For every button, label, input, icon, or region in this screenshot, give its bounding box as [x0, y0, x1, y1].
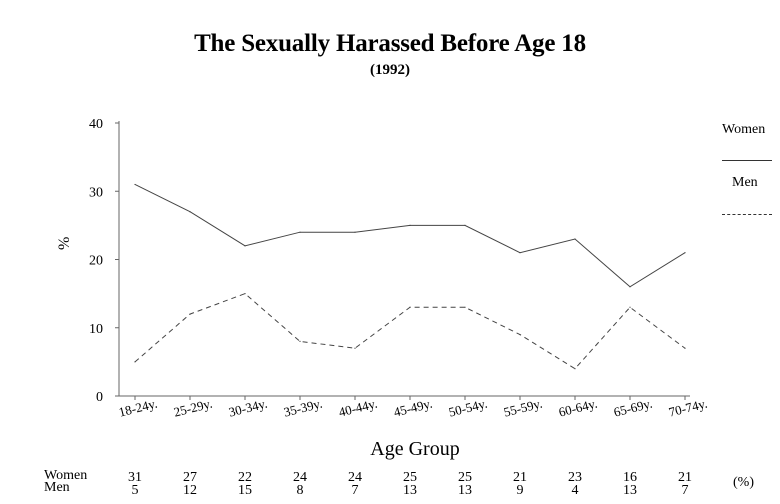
legend-women-label: Women: [722, 122, 766, 137]
x-tick-label: 35-39y.: [282, 396, 324, 420]
data-point-men: [409, 306, 411, 308]
data-point-men: [244, 293, 246, 295]
legend-men-label: Men: [732, 175, 758, 190]
x-tick-label: 40-44y.: [337, 396, 379, 420]
series-line-men: [134, 293, 686, 370]
x-tick-labels: 18-24y. 25-29y. 30-34y. 35-39y. 40-44y. 45-49…: [117, 396, 709, 420]
table-cell-women: 31: [128, 470, 142, 485]
data-point-women: [409, 224, 411, 226]
data-table: 31 27 22 24 24 25 25 21 23 16 21 5 12 15 8 7 13 13 9 4 13 7: [128, 470, 692, 498]
table-cell-women: 16: [623, 470, 637, 485]
x-tick-label: 60-64y.: [557, 396, 599, 420]
data-point-women: [134, 183, 136, 186]
data-point-men: [134, 361, 136, 363]
table-cell-women: 24: [293, 470, 307, 485]
x-tick-label: 55-59y.: [502, 396, 544, 420]
x-tick-label: 18-24y.: [117, 396, 159, 420]
data-point-men: [464, 306, 466, 308]
data-point-women: [244, 245, 246, 247]
data-point-women: [574, 238, 576, 240]
legend-women-line: [722, 160, 772, 161]
table-cell-men: 15: [238, 483, 252, 498]
data-point-women: [299, 231, 301, 233]
table-cell-women: 22: [238, 470, 252, 485]
table-cell-men: 5: [132, 483, 139, 498]
chart-axes: 0 10 20 30 40: [89, 117, 690, 405]
table-row-label-men: Men: [44, 480, 70, 495]
table-cell-men: 12: [183, 483, 197, 498]
x-tick-label: 25-29y.: [172, 396, 214, 420]
data-point-women: [629, 286, 631, 288]
x-tick-label: 50-54y.: [447, 396, 489, 420]
data-point-women: [354, 231, 356, 233]
data-point-men: [299, 340, 301, 342]
series-line-women: [134, 183, 686, 288]
table-cell-men: 7: [352, 483, 359, 498]
table-cell-women: 24: [348, 470, 362, 485]
data-point-women: [464, 224, 466, 226]
data-point-women: [684, 252, 686, 254]
table-cell-women: 25: [458, 470, 472, 485]
table-row-label-women: Women: [44, 468, 88, 483]
data-point-men: [684, 347, 686, 349]
y-tick-label: 40: [89, 117, 103, 132]
y-tick-label: 10: [89, 322, 103, 337]
table-cell-women: 27: [183, 470, 197, 485]
table-cell-women: 23: [568, 470, 582, 485]
y-tick-label: 0: [96, 390, 103, 405]
x-tick-label: 45-49y.: [392, 396, 434, 420]
chart-subtitle: (1992): [370, 62, 410, 78]
table-cell-men: 8: [297, 483, 304, 498]
data-point-women: [519, 252, 521, 254]
data-point-men: [519, 333, 521, 336]
table-cell-women: 21: [678, 470, 692, 485]
table-cell-women: 25: [403, 470, 417, 485]
data-point-men: [189, 313, 191, 315]
y-tick-label: 30: [89, 185, 103, 200]
chart-series: [134, 183, 686, 370]
x-tick-label: 65-69y.: [612, 396, 654, 420]
data-point-women: [189, 211, 191, 213]
table-cell-men: 13: [403, 483, 417, 498]
legend-men-line: [722, 214, 772, 215]
table-unit-label: (%): [733, 475, 754, 490]
table-cell-women: 21: [513, 470, 527, 485]
y-tick-label: 20: [89, 254, 103, 269]
x-tick-label: 70-74y.: [667, 396, 709, 420]
table-cell-men: 7: [682, 483, 689, 498]
x-axis-label: Age Group: [370, 438, 460, 460]
data-point-men: [629, 306, 631, 308]
chart-title: The Sexually Harassed Before Age 18: [194, 30, 586, 57]
table-cell-men: 13: [458, 483, 472, 498]
data-point-men: [574, 368, 576, 370]
table-cell-men: 9: [517, 483, 524, 498]
data-point-men: [354, 347, 356, 349]
table-cell-men: 13: [623, 483, 637, 498]
x-tick-label: 30-34y.: [227, 396, 269, 420]
table-cell-men: 4: [572, 483, 579, 498]
